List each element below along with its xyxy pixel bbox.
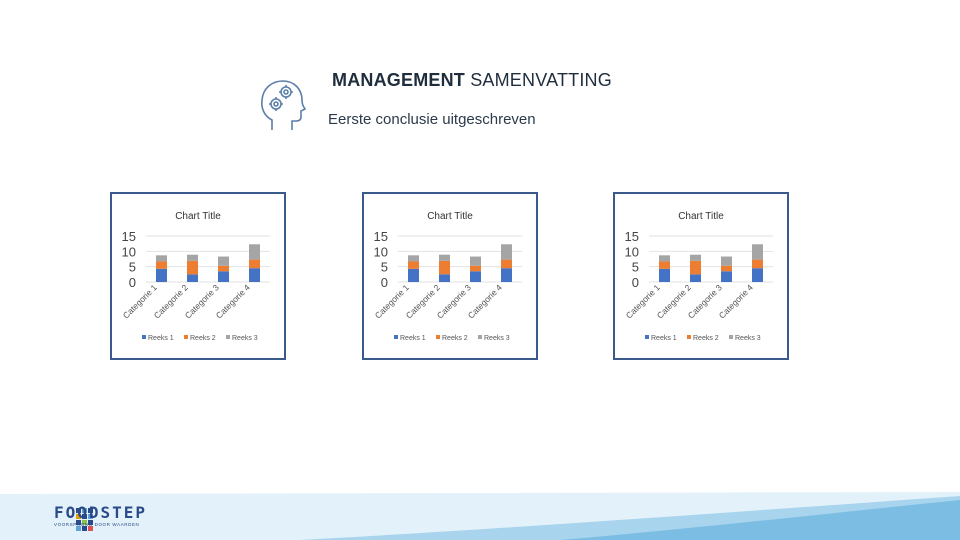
x-tick-label: Categorie 4 xyxy=(717,282,755,320)
bar xyxy=(470,271,481,282)
bar xyxy=(501,259,512,269)
legend-label: Reeks 1 xyxy=(651,335,677,342)
chart-title: Chart Title xyxy=(427,211,473,222)
legend-label: Reeks 2 xyxy=(190,335,216,342)
x-tick-label: Categorie 4 xyxy=(214,282,252,320)
bar xyxy=(501,268,512,282)
bar xyxy=(752,244,763,260)
bar xyxy=(249,244,260,260)
bar xyxy=(218,271,229,282)
legend-swatch xyxy=(394,335,398,339)
brand-name: FOODSTEP xyxy=(54,503,148,522)
legend-label: Reeks 3 xyxy=(484,335,510,342)
head-gears-icon xyxy=(261,80,306,130)
bar xyxy=(752,268,763,282)
legend-label: Reeks 3 xyxy=(232,335,258,342)
bar xyxy=(156,268,167,282)
bar xyxy=(439,254,450,261)
legend-swatch xyxy=(645,335,649,339)
bar xyxy=(187,260,198,275)
bar xyxy=(408,255,419,262)
bar xyxy=(156,261,167,269)
legend-label: Reeks 2 xyxy=(442,335,468,342)
y-tick-label: 15 xyxy=(374,229,388,244)
y-tick-label: 0 xyxy=(632,275,639,290)
bar xyxy=(156,255,167,262)
legend-swatch xyxy=(184,335,188,339)
y-tick-label: 5 xyxy=(381,260,388,275)
y-tick-label: 15 xyxy=(625,229,639,244)
legend-label: Reeks 3 xyxy=(735,335,761,342)
legend-label: Reeks 1 xyxy=(148,335,174,342)
legend-swatch xyxy=(687,335,691,339)
y-tick-label: 0 xyxy=(381,275,388,290)
bar xyxy=(752,259,763,269)
bar xyxy=(470,265,481,272)
y-tick-label: 0 xyxy=(129,275,136,290)
y-tick-label: 10 xyxy=(122,244,136,259)
bar xyxy=(439,274,450,282)
page-title-bold: MANAGEMENT xyxy=(332,70,465,90)
y-tick-label: 10 xyxy=(374,244,388,259)
bar xyxy=(501,244,512,260)
y-tick-label: 15 xyxy=(122,229,136,244)
legend-swatch xyxy=(478,335,482,339)
bar xyxy=(659,261,670,269)
chart-title: Chart Title xyxy=(175,211,221,222)
foodstep-logo-icon xyxy=(76,508,93,531)
bar xyxy=(721,271,732,282)
legend-label: Reeks 2 xyxy=(693,335,719,342)
bar xyxy=(659,255,670,262)
y-tick-label: 5 xyxy=(129,260,136,275)
legend-swatch xyxy=(729,335,733,339)
footer-wave xyxy=(0,492,960,540)
legend-label: Reeks 1 xyxy=(400,335,426,342)
page-subtitle: Eerste conclusie uitgeschreven xyxy=(328,111,536,128)
bar xyxy=(690,274,701,282)
bar xyxy=(249,259,260,269)
bar xyxy=(218,256,229,266)
legend-swatch xyxy=(142,335,146,339)
bar xyxy=(408,261,419,269)
bar xyxy=(218,265,229,272)
bar xyxy=(439,260,450,275)
bar xyxy=(249,268,260,282)
bar xyxy=(187,254,198,261)
legend-swatch xyxy=(226,335,230,339)
bar xyxy=(690,260,701,275)
y-tick-label: 5 xyxy=(632,260,639,275)
page-title: MANAGEMENT SAMENVATTING xyxy=(332,70,612,91)
bar xyxy=(659,268,670,282)
bar xyxy=(470,256,481,266)
bar xyxy=(721,265,732,272)
y-tick-label: 10 xyxy=(625,244,639,259)
bar xyxy=(721,256,732,266)
chart-title: Chart Title xyxy=(678,211,724,222)
page-title-rest: SAMENVATTING xyxy=(465,70,612,90)
bar xyxy=(690,254,701,261)
bar xyxy=(408,268,419,282)
brand-tagline: VOORSPRONG DOOR WAARDEN xyxy=(54,522,140,527)
x-tick-label: Categorie 4 xyxy=(466,282,504,320)
bar xyxy=(187,274,198,282)
legend-swatch xyxy=(436,335,440,339)
